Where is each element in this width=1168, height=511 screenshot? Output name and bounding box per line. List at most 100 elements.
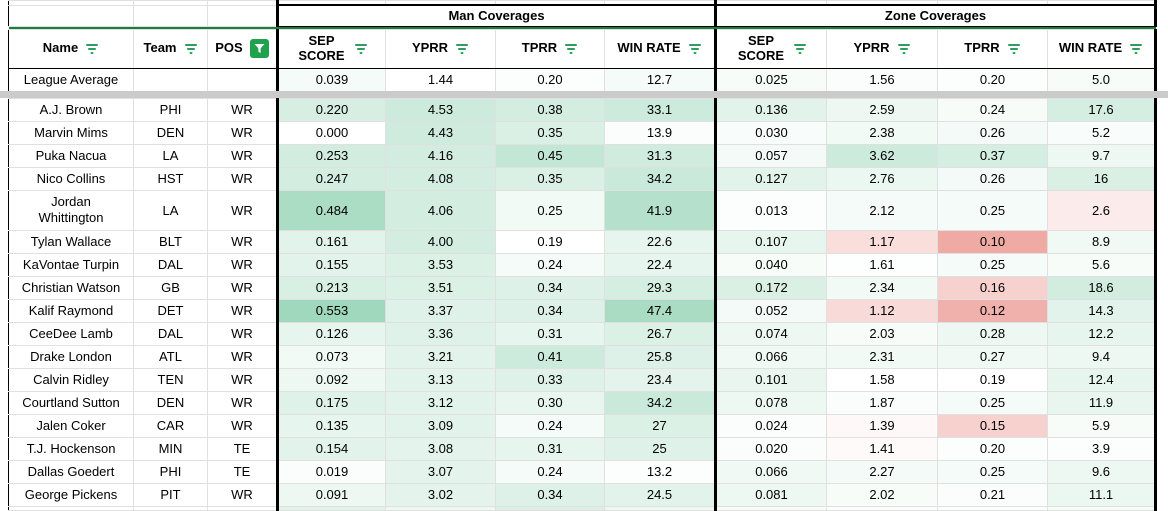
man-sep-score-cell[interactable]: 0.039 (276, 67, 386, 92)
man-tprr-cell[interactable]: 0.31 (495, 321, 605, 346)
man-yprr-cell[interactable]: 3.13 (385, 367, 496, 392)
zone-win-rate-cell[interactable]: 9.4 (1047, 344, 1157, 369)
player-name-cell[interactable]: A.J. Brown (8, 97, 134, 122)
player-team-cell[interactable]: DAL (133, 252, 208, 277)
zone-win-rate-cell[interactable]: 3.9 (1047, 436, 1157, 461)
player-name-cell[interactable]: Calvin Ridley (8, 367, 134, 392)
zone-sep-score-cell[interactable]: 0.066 (714, 459, 827, 484)
man-tprr-cell[interactable]: 0.41 (495, 344, 605, 369)
player-name-cell[interactable]: Dallas Goedert (8, 459, 134, 484)
filter-icon[interactable] (85, 43, 99, 55)
man-tprr-cell[interactable]: 0.34 (495, 482, 605, 507)
zone-sep-score-cell[interactable]: 0.013 (714, 189, 827, 231)
zone-win-rate-cell[interactable]: 8.9 (1047, 229, 1157, 254)
player-pos-cell[interactable]: TE (207, 459, 278, 484)
zone-tprr-cell[interactable]: 0.20 (937, 436, 1048, 461)
man-tprr-cell[interactable]: 0.31 (495, 436, 605, 461)
filter-icon[interactable] (354, 43, 368, 55)
man-yprr-cell[interactable]: 3.12 (385, 390, 496, 415)
zone-tprr-cell[interactable]: 0.27 (937, 344, 1048, 369)
player-pos-cell[interactable]: WR (207, 143, 278, 168)
zone-yprr-cell[interactable]: 2.59 (826, 97, 938, 122)
zone-sep-score-cell[interactable]: 0.020 (714, 436, 827, 461)
zone-sep-score-cell[interactable]: 0.074 (714, 321, 827, 346)
man-tprr-cell[interactable]: 0.35 (495, 120, 605, 145)
zone-yprr-cell[interactable]: 2.03 (826, 321, 938, 346)
player-team-cell[interactable]: PIT (133, 482, 208, 507)
zone-sep-score-cell[interactable]: 0.136 (714, 97, 827, 122)
man-coverages-header[interactable]: Man Coverages (276, 4, 716, 27)
zone-sep-score-cell[interactable]: 0.040 (714, 252, 827, 277)
man-tprr-cell[interactable]: 0.35 (495, 166, 605, 191)
zone-yprr-cell[interactable]: 1.56 (826, 67, 938, 92)
zone-yprr-cell[interactable]: 2.27 (826, 459, 938, 484)
zone-win-rate-cell[interactable]: 11.9 (1047, 390, 1157, 415)
player-pos-cell[interactable]: WR (207, 344, 278, 369)
man-sep-score-cell[interactable]: 0.253 (276, 143, 386, 168)
man-sep-score-cell[interactable]: 0.126 (276, 321, 386, 346)
team-column-header[interactable]: Team (133, 28, 208, 69)
player-team-cell[interactable]: MIN (133, 436, 208, 461)
zone-sep-score-cell[interactable]: 0.078 (714, 390, 827, 415)
player-team-cell[interactable]: LA (133, 143, 208, 168)
player-pos-cell[interactable]: WR (207, 413, 278, 438)
player-pos-cell[interactable]: WR (207, 321, 278, 346)
player-pos-cell[interactable]: WR (207, 298, 278, 323)
man-yprr-cell[interactable]: 3.02 (385, 482, 496, 507)
filter-icon[interactable] (455, 43, 469, 55)
player-pos-cell[interactable]: WR (207, 482, 278, 507)
zone-sep-score-cell[interactable]: 0.101 (714, 367, 827, 392)
player-pos-cell[interactable]: WR (207, 252, 278, 277)
zone-win-rate-cell[interactable]: 14.3 (1047, 298, 1157, 323)
man-yprr-cell[interactable]: 3.09 (385, 413, 496, 438)
pos-column-header[interactable]: POS (207, 28, 278, 69)
man-yprr-cell[interactable]: 3.51 (385, 275, 496, 300)
player-team-cell[interactable]: ATL (133, 344, 208, 369)
player-pos-cell[interactable] (207, 67, 278, 92)
zone-yprr-cell[interactable]: 1.87 (826, 390, 938, 415)
man-win-rate-cell[interactable]: 13.2 (604, 459, 716, 484)
player-team-cell[interactable]: GB (133, 275, 208, 300)
player-name-cell[interactable]: Jalen Coker (8, 413, 134, 438)
man-sep-score-cell[interactable]: 0.092 (276, 367, 386, 392)
zone-tprr-cell[interactable]: 0.15 (937, 413, 1048, 438)
man-win-rate-cell[interactable]: 12.7 (604, 67, 716, 92)
zone-yprr-cell[interactable]: 1.12 (826, 298, 938, 323)
man-sep-score-cell[interactable]: 0.073 (276, 344, 386, 369)
player-name-cell[interactable]: Nico Collins (8, 166, 134, 191)
player-pos-cell[interactable]: WR (207, 390, 278, 415)
zone-win-rate-cell[interactable]: 18.6 (1047, 275, 1157, 300)
man-sep-score-cell[interactable]: 0.484 (276, 189, 386, 231)
man-yprr-cell[interactable]: 3.08 (385, 436, 496, 461)
man-win-rate-cell[interactable]: 27 (604, 413, 716, 438)
player-name-cell[interactable]: George Pickens (8, 482, 134, 507)
man-win-rate-cell[interactable]: 22.4 (604, 252, 716, 277)
player-team-cell[interactable]: DET (133, 298, 208, 323)
zone-sep-score-cell[interactable]: 0.066 (714, 344, 827, 369)
man-win-rate-cell[interactable]: 25 (604, 436, 716, 461)
zone-win-rate-cell[interactable]: 12.4 (1047, 367, 1157, 392)
man-yprr-cell[interactable]: 4.16 (385, 143, 496, 168)
man-sep-score-cell[interactable]: 0.161 (276, 229, 386, 254)
man-win-rate-cell[interactable]: 24.5 (604, 482, 716, 507)
zone-win-rate-header[interactable]: WIN RATE (1047, 28, 1157, 69)
name-column-header[interactable]: Name (8, 28, 134, 69)
man-win-rate-cell[interactable]: 34.2 (604, 166, 716, 191)
man-yprr-cell[interactable]: 3.36 (385, 321, 496, 346)
man-tprr-cell[interactable]: 0.34 (495, 298, 605, 323)
man-sep-score-cell[interactable]: 0.247 (276, 166, 386, 191)
zone-sep-score-cell[interactable]: 0.172 (714, 275, 827, 300)
zone-win-rate-cell[interactable]: 9.6 (1047, 459, 1157, 484)
man-sep-score-cell[interactable]: 0.213 (276, 275, 386, 300)
zone-tprr-cell[interactable]: 0.25 (937, 189, 1048, 231)
zone-tprr-cell[interactable]: 0.16 (937, 275, 1048, 300)
man-tprr-cell[interactable]: 0.24 (495, 252, 605, 277)
zone-yprr-cell[interactable]: 2.31 (826, 344, 938, 369)
zone-yprr-cell[interactable]: 3.62 (826, 143, 938, 168)
zone-win-rate-cell[interactable]: 5.0 (1047, 67, 1157, 92)
man-sep-score-cell[interactable]: 0.154 (276, 436, 386, 461)
zone-win-rate-cell[interactable]: 12.2 (1047, 321, 1157, 346)
zone-win-rate-cell[interactable]: 9.7 (1047, 143, 1157, 168)
man-win-rate-cell[interactable]: 31.3 (604, 143, 716, 168)
player-team-cell[interactable] (133, 67, 208, 92)
